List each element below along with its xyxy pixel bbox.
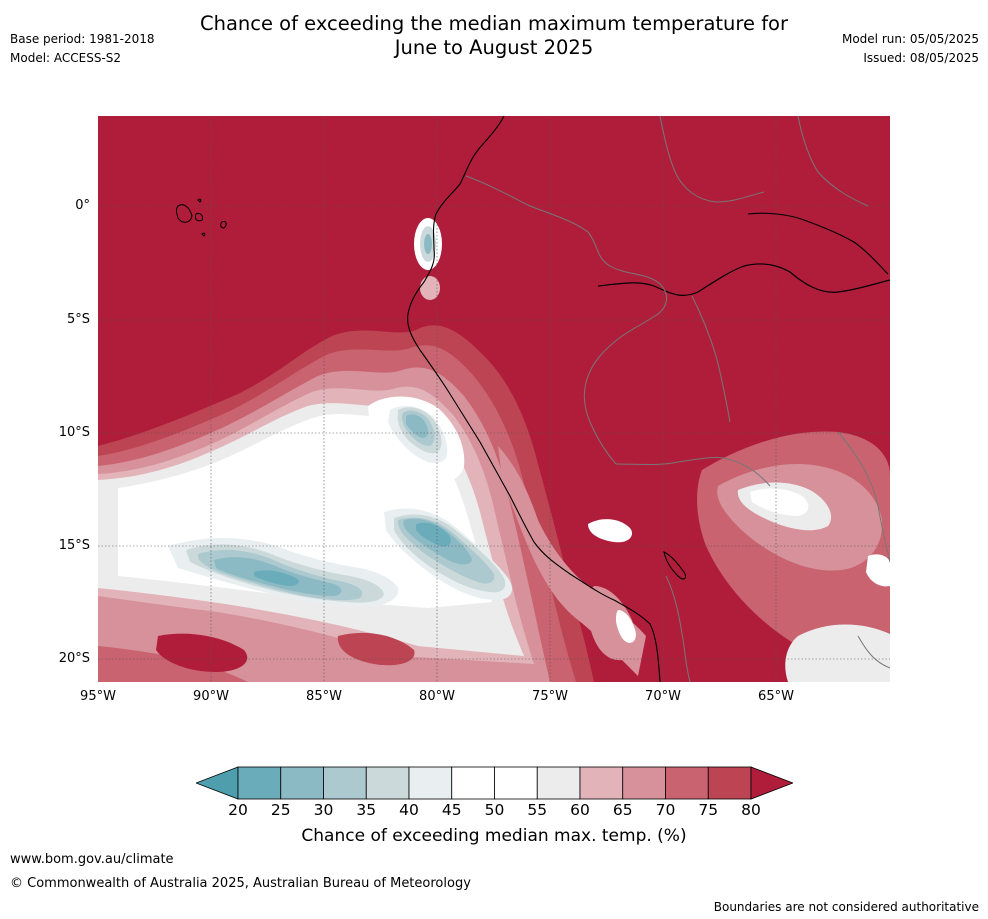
colorbar-segment [365,766,410,800]
probability-map [98,116,890,682]
lat-label-0: 0° [75,198,90,213]
ecuador-blue-patch [424,234,432,254]
colorbar-tick-label: 25 [270,801,291,819]
colorbar-label: Chance of exceeding median max. temp. (%… [301,826,687,846]
colorbar-segment [622,766,666,800]
colorbar-segments [196,766,793,800]
colorbar-segment [494,766,538,800]
colorbar-tick-label: 60 [570,801,590,819]
model-name: Model: ACCESS-S2 [10,51,122,65]
lon-label-75w: 75°W [532,689,568,704]
lat-label-5s: 5°S [66,312,90,327]
lon-label-85w: 85°W [306,689,342,704]
amazon-river [597,263,890,296]
country-boundaries [465,116,890,682]
se-grey [785,624,890,682]
footer-copyright: © Commonwealth of Australia 2025, Austra… [10,876,471,891]
colorbar-segment [237,766,282,800]
colorbar-segment [323,766,367,800]
colorbar-segment [451,766,495,800]
gulf-patch [420,276,440,300]
chile-white [615,610,636,643]
contour-25-b [254,570,299,586]
colorbar-tick-label: 75 [698,801,719,819]
colorbar-arrow-low [196,766,239,800]
lower-mid-dark [337,632,415,666]
colorbar-tick-label: 80 [741,801,761,819]
colorbar-tick-label: 70 [655,801,676,819]
base-info: Base period: 1981-2018 Model: ACCESS-S2 [10,32,155,70]
coastline [407,116,661,682]
lat-label-15s: 15°S [58,538,90,553]
lon-label-70w: 70°W [645,689,681,704]
run-info: Model run: 05/05/2025 Issued: 08/05/2025 [842,32,979,70]
colorbar-tick-label: 50 [484,801,505,819]
colorbar-segment [408,766,453,800]
se-white [866,554,890,587]
colorbar-segment [536,766,581,800]
lat-label-20s: 20°S [58,651,90,666]
chart-title: Chance of exceeding the median maximum t… [0,12,988,60]
colorbar-tick-label: 40 [399,801,419,819]
lake-titicaca [663,551,687,580]
model-run-date: Model run: 05/05/2025 [841,32,979,46]
footer-disclaimer: Boundaries are not considered authoritat… [713,900,979,914]
andes-white-spot [588,519,633,543]
lon-label-90w: 90°W [193,689,229,704]
colorbar-tick-label: 35 [356,801,377,819]
title-line-2: June to August 2025 [394,36,594,59]
base-period: Base period: 1981-2018 [10,32,155,46]
colorbar-tick-label: 45 [441,801,462,819]
colorbar-segment [579,766,624,800]
bolivia-white [750,488,809,516]
galapagos-islands [176,198,227,237]
contour-25 [416,522,451,547]
title-line-1: Chance of exceeding the median maximum t… [199,12,789,35]
lon-label-65w: 65°W [758,689,794,704]
colorbar-segment [665,766,709,800]
issued-date: Issued: 08/05/2025 [863,51,979,65]
rio-negro [747,212,889,275]
colorbar-arrow-high [750,766,793,800]
colorbar [196,766,793,800]
colorbar-segment [707,766,752,800]
colorbar-tick-label: 55 [527,801,548,819]
colorbar-segment [280,766,324,800]
contour-30-c [406,414,429,438]
lon-label-95w: 95°W [80,689,116,704]
footer-url: www.bom.gov.au/climate [10,852,174,867]
lon-label-80w: 80°W [419,689,455,704]
lat-label-10s: 10°S [58,425,90,440]
colorbar-tick-label: 30 [313,801,334,819]
colorbar-tick-label: 20 [228,801,248,819]
lower-left-dark [156,633,248,672]
colorbar-tick-label: 65 [612,801,633,819]
gridlines [98,116,890,682]
